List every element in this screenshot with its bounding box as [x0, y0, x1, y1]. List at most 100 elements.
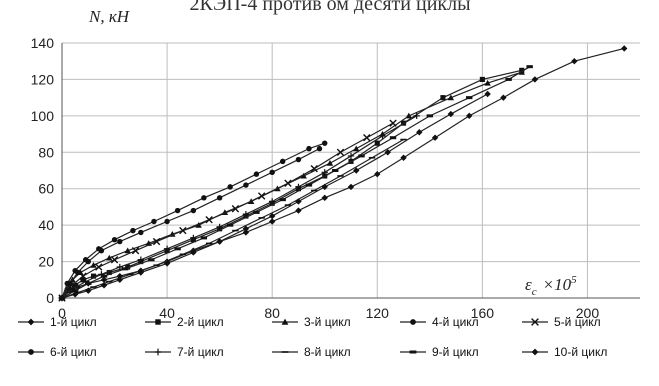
circle-marker [64, 280, 70, 287]
bar-marker [305, 183, 313, 187]
circle-marker [243, 182, 249, 188]
triangle-marker [447, 94, 455, 101]
plus-marker [379, 132, 386, 140]
cross-marker [95, 263, 103, 271]
diamond-marker [400, 154, 407, 161]
plus-marker [116, 263, 123, 271]
circle-marker [72, 267, 78, 274]
circle-marker [253, 171, 260, 177]
diamond-marker [242, 229, 250, 236]
bar-marker [85, 281, 92, 285]
x-axis-label-exp: 5 [571, 274, 577, 286]
diamond-marker [163, 260, 171, 267]
x-axis-label: εc ×105 [525, 274, 577, 298]
diamond-marker [347, 183, 355, 191]
legend-label: 10-й цикл [554, 345, 607, 359]
series-line [61, 122, 394, 299]
triangle-marker [281, 318, 289, 325]
square-marker [106, 269, 112, 276]
bar-marker [100, 274, 108, 278]
diamond-marker [137, 269, 145, 276]
legend-item-10: 10-й цикл [522, 345, 607, 359]
x-tick-label: 160 [471, 305, 495, 321]
square-marker [440, 95, 446, 101]
circle-marker [174, 207, 181, 214]
square-marker [374, 140, 380, 146]
plus-marker [154, 348, 162, 356]
series-line [61, 115, 417, 299]
diamond-marker [321, 194, 328, 202]
plus-marker [137, 256, 145, 263]
circle-marker [295, 156, 302, 163]
plus-marker [295, 183, 302, 191]
plus-marker [321, 169, 328, 176]
series-9 [58, 65, 533, 300]
circle-marker [316, 145, 323, 152]
diamond-marker [321, 183, 328, 191]
cross-marker [152, 237, 161, 246]
square-marker [72, 282, 78, 288]
legend-item-5: 5-й цикл [522, 315, 601, 329]
bar-marker [505, 77, 512, 81]
diamond-marker [353, 167, 360, 174]
diamond-marker [531, 76, 539, 83]
legend-label: 8-й цикл [304, 345, 351, 359]
diamond-marker [466, 112, 473, 120]
diamond-marker [621, 45, 628, 52]
legend: 1-й цикл 2-й цикл 3-й цикл 4-й цикл 5-й цикл… [18, 315, 607, 359]
plus-marker [242, 211, 250, 218]
diamond-marker [27, 318, 35, 326]
cross-marker [284, 179, 292, 187]
series-line [61, 69, 522, 299]
triangle-marker [90, 262, 97, 268]
diamond-marker [85, 287, 92, 294]
triangle-marker [484, 79, 491, 86]
circle-marker [28, 349, 34, 355]
plus-marker [347, 152, 355, 160]
bar-marker [409, 350, 417, 354]
square-marker [90, 273, 97, 279]
series-8 [58, 138, 407, 299]
bar-marker [526, 65, 533, 69]
x-tick-labels: 0 40 80 120 160 200 [58, 305, 599, 321]
diamond-marker [58, 294, 66, 302]
x-axis-label-sub: c [532, 286, 537, 298]
circle-marker [130, 227, 136, 234]
cross-marker [310, 164, 318, 173]
bar-marker [174, 247, 181, 251]
square-marker [155, 319, 161, 325]
legend-item-7: 7-й цикл [145, 345, 224, 359]
series-line [61, 71, 522, 299]
circle-marker [322, 140, 328, 146]
plus-marker [190, 234, 197, 242]
bar-marker [71, 289, 79, 293]
y-tick-label: 120 [31, 71, 55, 87]
circle-marker [138, 229, 144, 236]
x-axis-label-factor: ×10 [543, 275, 572, 294]
series-line [61, 93, 488, 299]
diamond-marker [431, 134, 439, 141]
series-10 [58, 90, 491, 302]
bar-marker [253, 210, 260, 214]
diamond-marker [71, 291, 79, 298]
x-tick-label: 40 [159, 305, 175, 321]
legend-label: 2-й цикл [177, 315, 224, 329]
cross-marker [231, 205, 240, 213]
circle-marker [216, 195, 223, 201]
series-2 [59, 67, 525, 301]
chart-title: 2КЭП-4 против ом десяти циклы [189, 0, 470, 15]
legend-item-6: 6-й цикл [18, 345, 97, 359]
diamond-marker [268, 212, 276, 220]
diamond-marker [484, 90, 491, 98]
cross-marker [363, 134, 371, 142]
diamond-marker [416, 129, 423, 136]
circle-marker [164, 218, 170, 225]
x-tick-label: 200 [576, 305, 600, 321]
square-marker [479, 76, 485, 82]
diamond-marker [531, 348, 539, 356]
x-tick-label: 80 [264, 305, 280, 321]
diamond-marker [447, 110, 455, 118]
series-6 [59, 140, 328, 301]
legend-item-1: 1-й цикл [18, 315, 97, 329]
